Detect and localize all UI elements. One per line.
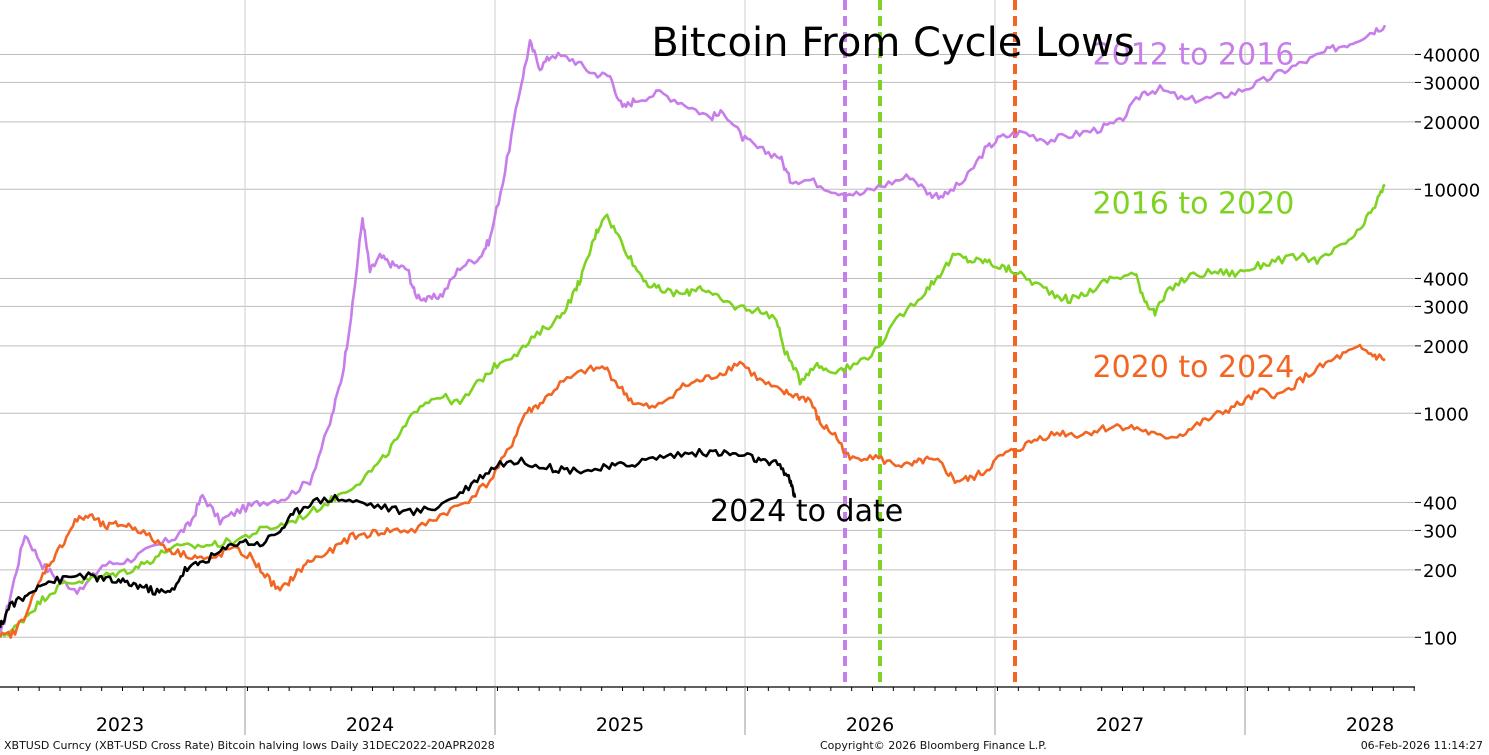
footer-source: XBTUSD Curncy (XBT-USD Cross Rate) Bitco… [4, 739, 495, 752]
y-tick-label: 3000 [1423, 297, 1469, 318]
series-label: 2024 to date [710, 494, 903, 529]
series-line-2024-to-date [0, 447, 797, 629]
x-tick-label: 2023 [96, 714, 144, 736]
y-tick-label: 20000 [1423, 113, 1480, 134]
series-label: 2012 to 2016 [1093, 38, 1295, 73]
chart-title: Bitcoin From Cycle Lows [651, 20, 1134, 66]
y-tick-label: 200 [1423, 561, 1457, 582]
axes: 100 200 300 400 1000 2000 3000 4000 10000 20000 30… [0, 45, 1480, 736]
gridlines [0, 0, 1415, 687]
x-tick-label: 2024 [346, 714, 394, 736]
series-label: 2020 to 2024 [1093, 350, 1295, 385]
x-tick-label: 2027 [1096, 714, 1144, 736]
y-tick-label: 100 [1423, 628, 1457, 649]
y-tick-label: 1000 [1423, 404, 1469, 425]
y-tick-label: 30000 [1423, 73, 1480, 94]
halving-lines [843, 0, 1017, 687]
footer-copyright: Copyright© 2026 Bloomberg Finance L.P. [820, 739, 1047, 752]
y-tick-label: 40000 [1423, 45, 1480, 66]
x-tick-label: 2028 [1346, 714, 1394, 736]
annotations: 2012 to 2016 2016 to 2020 2020 to 2024 2024… [710, 38, 1294, 529]
footer-timestamp: 06-Feb-2026 11:14:27 [1360, 739, 1483, 752]
series-line-2016-to-2020 [0, 183, 1386, 638]
y-tick-label: 10000 [1423, 180, 1480, 201]
y-tick-label: 2000 [1423, 337, 1469, 358]
y-tick-label: 4000 [1423, 269, 1469, 290]
series-line-2020-to-2024 [0, 343, 1386, 639]
series-label: 2016 to 2020 [1093, 186, 1295, 221]
series-lines [0, 24, 1387, 639]
y-tick-label: 400 [1423, 493, 1457, 514]
x-tick-label: 2025 [596, 714, 644, 736]
series-line-2012-to-2016 [0, 24, 1387, 638]
x-tick-label: 2026 [846, 714, 894, 736]
y-tick-label: 300 [1423, 521, 1457, 542]
